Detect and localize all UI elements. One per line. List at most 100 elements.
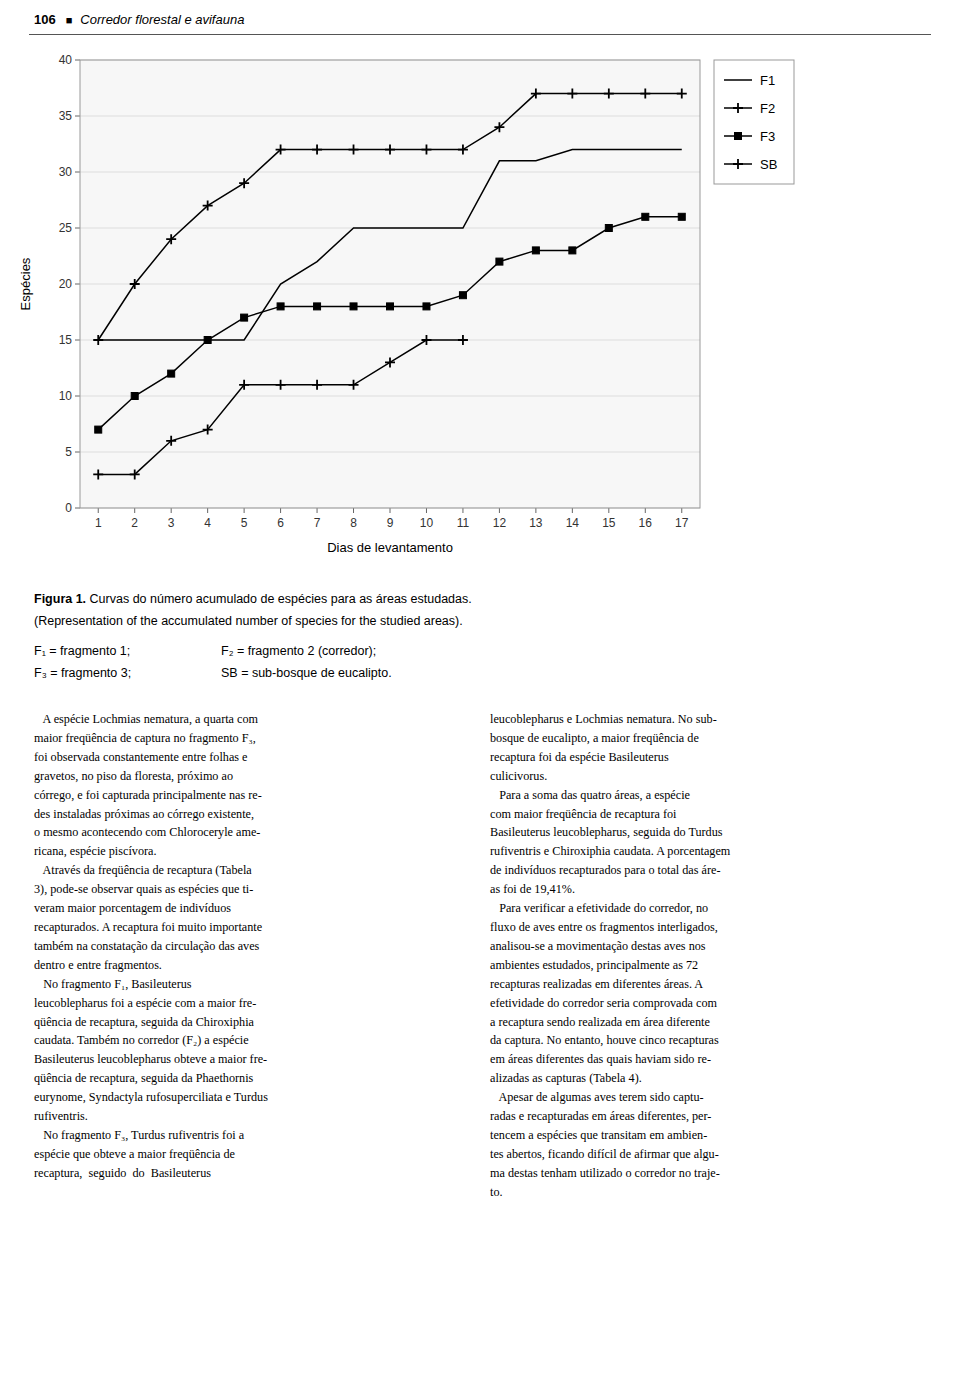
marker [312,145,322,155]
body-column: A espécie Lochmias nematura, a quarta co… [34,710,268,1183]
x-tick-label: 8 [350,516,357,530]
y-tick-label: 0 [65,501,72,515]
marker [678,213,685,220]
series-line [98,94,682,340]
marker [569,247,576,254]
marker [204,337,211,344]
marker [458,335,468,345]
caption-text: Curvas do número acumulado de espécies p… [86,592,472,606]
legend-note: SB = sub-bosque de eucalipto. [221,666,392,680]
legend-box [714,60,794,184]
x-tick [535,508,536,513]
header-title: Corredor florestal e avifauna [80,12,244,27]
y-tick-label: 20 [59,277,73,291]
legend-swatch [724,79,752,81]
legend-note-text: SB = sub-bosque de eucalipto. [221,666,392,680]
marker [494,122,504,132]
x-tick-label: 5 [241,516,248,530]
marker [276,145,286,155]
chart: 0510152025303540123456789101112131415161… [0,40,960,570]
caption: Figura 1. Curvas do número acumulado de … [34,592,472,606]
marker [203,425,213,435]
marker [423,303,430,310]
series-line [98,217,682,430]
x-tick [572,508,573,513]
plot-background [80,60,700,508]
x-tick [134,508,135,513]
legend-label: F3 [760,129,775,144]
marker [166,234,176,244]
header-number: 106 [34,12,56,27]
x-tick-label: 2 [131,516,138,530]
marker [532,247,539,254]
x-tick-label: 9 [387,516,394,530]
header-rule [29,34,931,35]
marker [168,370,175,377]
legend-note: F₁ = fragmento 1; [34,644,130,658]
marker [735,133,742,140]
legend-note-text: F₂ = fragmento 2 (corredor); [221,644,376,658]
marker [131,393,138,400]
x-axis: 1234567891011121314151617 [95,508,689,530]
y-tick-label: 10 [59,389,73,403]
marker [567,89,577,99]
marker [458,145,468,155]
marker [733,159,743,169]
grid-line [80,116,700,117]
y-tick [75,116,80,117]
y-tick-label: 40 [59,53,73,67]
marker [385,357,395,367]
page-header: 106■Corredor florestal e avifauna [34,12,244,27]
series-line [98,340,463,474]
marker [203,201,213,211]
marker [130,279,140,289]
x-tick [499,508,500,513]
x-tick-label: 6 [277,516,284,530]
y-tick-label: 5 [65,445,72,459]
x-tick-label: 7 [314,516,321,530]
y-tick [75,60,80,61]
marker [95,426,102,433]
marker [496,258,503,265]
x-tick [353,508,354,513]
y-tick [75,340,80,341]
marker [277,303,284,310]
marker [239,380,249,390]
x-tick [645,508,646,513]
marker [677,89,687,99]
x-tick-label: 13 [529,516,543,530]
marker [350,303,357,310]
body-column: leucoblepharus e Lochmias nematura. No s… [490,710,730,1202]
x-tick [171,508,172,513]
marker [93,335,103,345]
legend-label: F2 [760,101,775,116]
y-tick-label: 15 [59,333,73,347]
x-tick-label: 15 [602,516,616,530]
y-tick [75,452,80,453]
marker [349,145,359,155]
body-text: leucoblepharus e Lochmias nematura. No s… [490,712,730,1199]
legend: F1F2F3SB [714,60,794,184]
grid-line [80,396,700,397]
marker [349,380,359,390]
x-tick [244,508,245,513]
x-tick [98,508,99,513]
body-text: A espécie Lochmias nematura, a quarta co… [34,712,268,1180]
marker [130,469,140,479]
x-tick-label: 4 [204,516,211,530]
data [93,89,687,480]
x-tick-label: 10 [420,516,434,530]
caption-label: Figura 1. [34,592,86,606]
legend-note: F₂ = fragmento 2 (corredor); [221,644,376,658]
plot-frame [80,60,700,508]
marker [604,89,614,99]
x-tick [608,508,609,513]
y-tick-label: 35 [59,109,73,123]
legend-note: F₃ = fragmento 3; [34,666,131,680]
grid-line [80,284,700,285]
marker [531,89,541,99]
marker [642,213,649,220]
marker [93,469,103,479]
marker [640,89,650,99]
x-tick-label: 3 [168,516,175,530]
